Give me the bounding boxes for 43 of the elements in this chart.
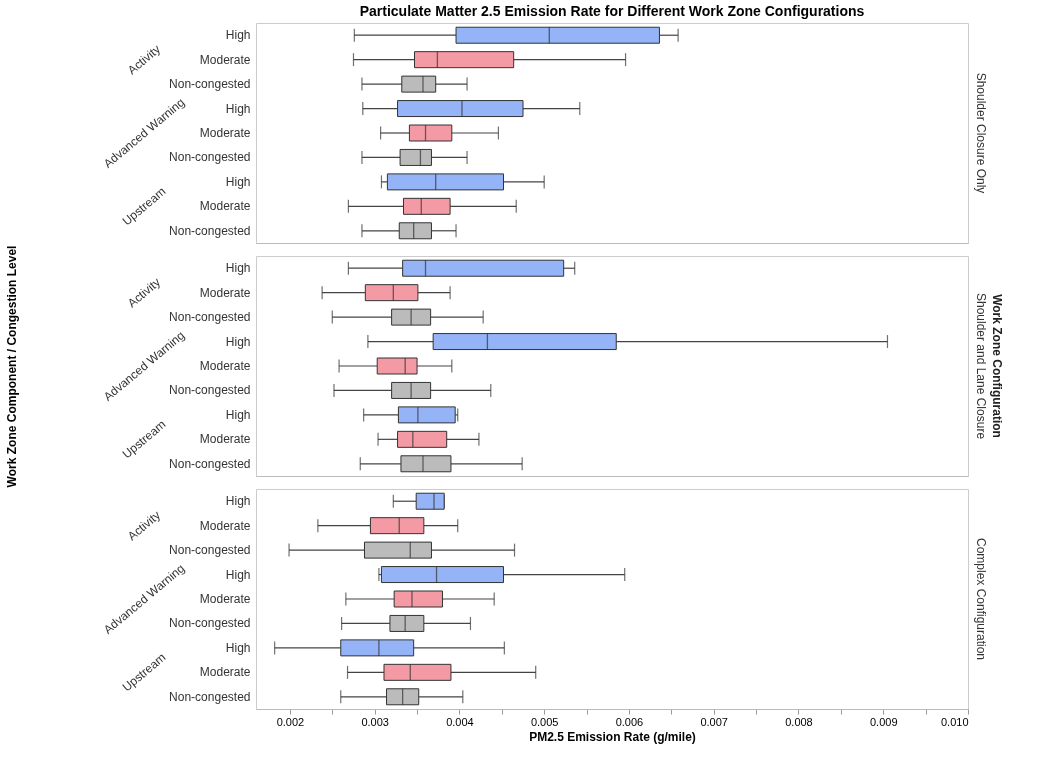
y-tick-label: Non-congested [169, 310, 251, 325]
y-axis-title: Work Zone Component / Congestion Level [5, 245, 20, 488]
x-tick-label: 0.010 [940, 715, 969, 728]
x-tick-label: 0.009 [869, 715, 898, 728]
y-tick-label: Moderate [199, 432, 251, 447]
text: Work Zone Configuration [990, 294, 1004, 438]
y-tick-label: Moderate [199, 665, 251, 680]
y-tick-label: High [225, 334, 251, 349]
y-tick-label: High [225, 407, 251, 422]
y-tick-label: High [225, 174, 251, 189]
y-tick-label: Non-congested [169, 150, 251, 165]
y-tick-label: Non-congested [169, 689, 251, 704]
y-tick-label: Non-congested [169, 383, 251, 398]
y-tick-label: Moderate [199, 199, 251, 214]
y-tick-label: High [225, 567, 251, 582]
y-tick-label: High [225, 640, 251, 655]
x-axis-title: PM2.5 Emission Rate (g/mile) [529, 729, 696, 744]
y-tick-label: Moderate [199, 126, 251, 140]
x-tick-label: 0.007 [700, 715, 728, 728]
y2-axis-title: Shoulder and Lane Closure [974, 292, 988, 440]
y-tick-label: Moderate [199, 52, 251, 67]
x-tick-label: 0.008 [785, 715, 813, 728]
x-tick-label: 0.002 [276, 715, 305, 728]
y-tick-label: High [225, 101, 251, 116]
x-tick-label: 0.004 [446, 715, 474, 728]
chart-title: Particulate Matter 2.5 Emission Rate for Different Work Zone Configurations [359, 3, 865, 19]
y-tick-label: High [225, 28, 251, 43]
y-tick-label: High [225, 494, 251, 509]
y-tick-label: Non-congested [169, 616, 251, 631]
x-tick-label: 0.005 [530, 715, 559, 728]
y2-axis-title: Shoulder Closure Only [974, 72, 988, 194]
y-tick-label: Non-congested [169, 543, 251, 558]
x-tick-label: 0.006 [615, 715, 644, 728]
y-tick-label: Moderate [199, 359, 251, 373]
y-tick-label: Non-congested [169, 223, 251, 238]
y2-axis-title: Complex Configuration [974, 537, 988, 661]
y-tick-label: Moderate [199, 518, 251, 533]
y-tick-label: Moderate [199, 592, 251, 606]
x-tick-label: 0.003 [361, 715, 389, 728]
y-tick-label: Non-congested [169, 77, 251, 92]
y-tick-label: High [225, 261, 251, 276]
y-tick-label: Non-congested [169, 456, 251, 471]
y-tick-label: Moderate [199, 285, 251, 300]
